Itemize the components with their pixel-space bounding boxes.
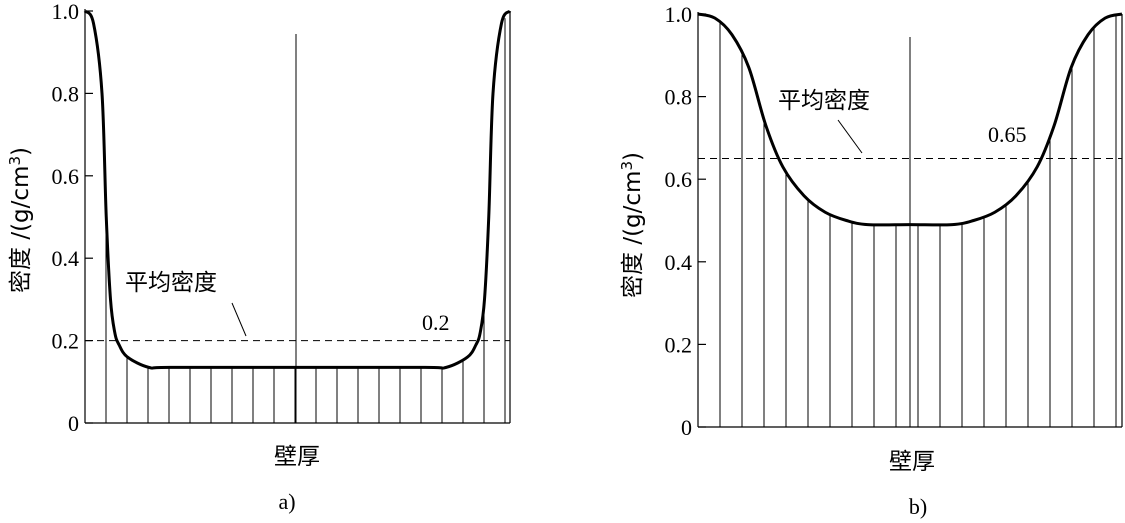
y-axis-label-0: 密度 /(g/cm3) xyxy=(6,147,34,293)
y-tick-label: 0.4 xyxy=(52,246,80,271)
y-tick-label: 1.0 xyxy=(665,2,693,27)
average-density-label: 平均密度 xyxy=(778,88,870,114)
panel-label: a) xyxy=(278,489,295,514)
density-curve xyxy=(83,9,512,370)
panel-label: b) xyxy=(909,494,927,519)
average-leader-line xyxy=(837,119,863,154)
average-value-label: 0.65 xyxy=(988,122,1027,147)
average-leader-line xyxy=(231,302,247,337)
density-curve xyxy=(697,12,1123,227)
y-tick-label: 0.2 xyxy=(665,332,693,357)
average-density-label: 平均密度 xyxy=(125,270,217,296)
y-tick-label: 0.4 xyxy=(665,250,693,275)
y-tick-label: 0.2 xyxy=(52,329,80,354)
x-axis-label: 壁厚 xyxy=(889,449,935,475)
y-axis-label-1: 密度 /(g/cm3) xyxy=(618,152,646,298)
y-tick-label: 0.6 xyxy=(52,164,80,189)
x-axis-label: 壁厚 xyxy=(274,444,320,470)
y-tick-label: 0 xyxy=(68,411,79,436)
chart-panel-a: 0 0.2 0.4 0.6 0.8 1.0 平均密度 0.2 壁厚 密度 /(g/cm3) a) xyxy=(6,0,512,514)
chart-panel-b: 0 0.2 0.4 0.6 0.8 1.0 平均密度 0.65 壁厚 密度 /(g/cm3) b) xyxy=(618,2,1123,519)
y-tick-label: 0.8 xyxy=(52,81,80,106)
y-tick-label: 0.8 xyxy=(665,85,693,110)
y-tick-label: 0.6 xyxy=(665,167,693,192)
y-tick-label: 0 xyxy=(681,415,692,440)
y-tick-label: 1.0 xyxy=(52,0,80,24)
average-value-label: 0.2 xyxy=(422,310,450,335)
